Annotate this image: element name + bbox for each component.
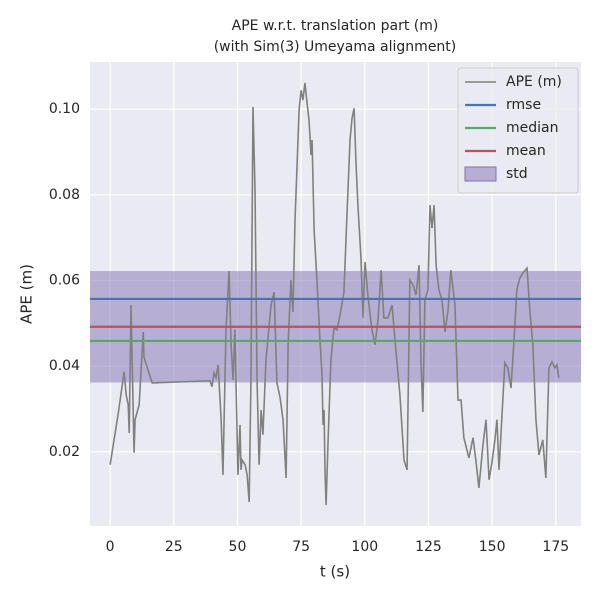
x-tick-label: 50 [229,539,247,555]
legend-label: mean [506,143,546,159]
y-axis-label: APE (m) [18,264,36,324]
x-tick-label: 150 [479,539,506,555]
chart-title: APE w.r.t. translation part (m) [232,18,439,34]
y-tick-label: 0.10 [49,101,80,117]
y-tick-label: 0.08 [49,187,80,203]
legend-label: rmse [506,97,541,113]
x-tick-label: 100 [351,539,378,555]
legend-label: median [506,120,558,136]
legend-box [457,67,579,194]
legend-label: std [506,166,528,182]
y-tick-label: 0.04 [49,358,80,374]
y-tick-label: 0.06 [49,273,80,289]
legend-label: APE (m) [506,74,562,90]
x-tick-label: 125 [415,539,442,555]
legend-swatch [464,166,497,182]
y-tick-label: 0.02 [49,444,80,460]
chart-subtitle: (with Sim(3) Umeyama alignment) [214,39,457,55]
x-tick-label: 0 [106,539,115,555]
x-tick-label: 75 [292,539,310,555]
x-tick-label: 175 [542,539,569,555]
x-axis-label: t (s) [320,563,350,581]
x-tick-label: 25 [165,539,183,555]
data-line [109,82,560,506]
